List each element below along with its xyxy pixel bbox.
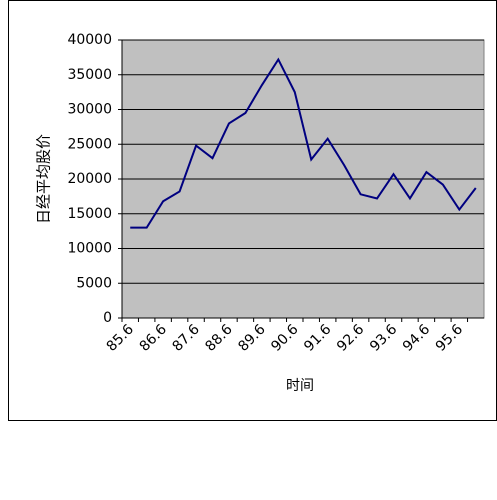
x-axis-label: 时间 xyxy=(286,378,314,394)
y-axis-label: 日经平均股价 xyxy=(35,134,53,224)
y-tick-label: 5000 xyxy=(76,275,112,291)
y-tick-label: 10000 xyxy=(67,241,112,257)
y-tick-label: 30000 xyxy=(67,102,112,118)
y-tick-label: 0 xyxy=(103,310,112,326)
y-tick-label: 20000 xyxy=(67,171,112,187)
y-tick-label: 40000 xyxy=(67,32,112,48)
y-tick-label: 25000 xyxy=(67,136,112,152)
y-tick-label: 15000 xyxy=(67,206,112,222)
y-tick-label: 35000 xyxy=(67,67,112,83)
data-line xyxy=(130,57,477,229)
